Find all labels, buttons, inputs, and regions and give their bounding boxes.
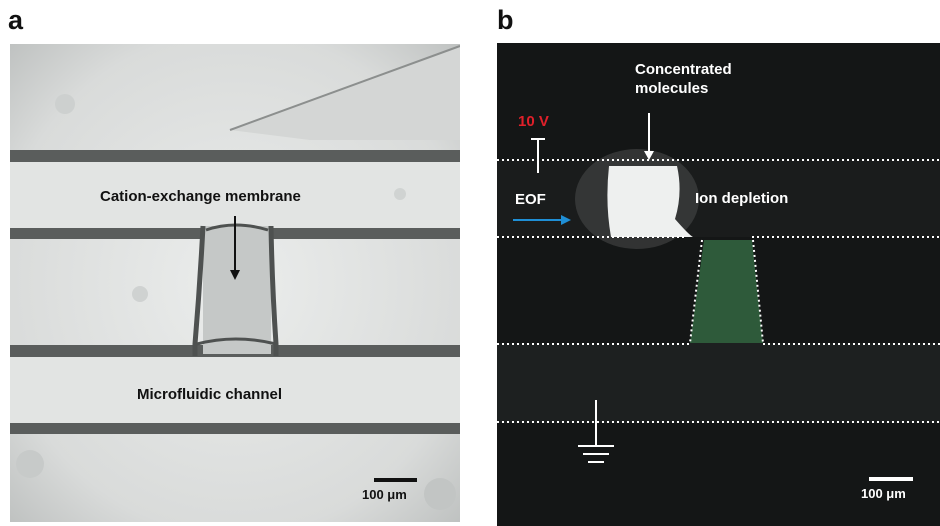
panel-b-letter: b	[497, 5, 514, 35]
concentrated-label-line1: Concentrated	[635, 61, 732, 78]
voltage-label: 10 V	[518, 113, 549, 130]
channel-label: Microfluidic channel	[137, 386, 283, 403]
fluorescence-micrograph: Concentrated molecules 10 V EOF Ion depl…	[497, 43, 940, 526]
scale-bar	[374, 478, 417, 482]
ground-symbol	[578, 400, 614, 463]
concentrated-arrow	[644, 113, 654, 160]
scale-bar-label: 100 μm	[861, 486, 906, 501]
brightfield-micrograph: Cation-exchange membrane Microfluidic ch…	[10, 44, 460, 522]
electrode-symbol	[531, 138, 545, 173]
membrane-arrow	[230, 216, 240, 280]
scale-bar	[869, 477, 913, 481]
membrane-label: Cation-exchange membrane	[100, 188, 301, 205]
concentrated-label-line2: molecules	[635, 80, 709, 97]
eof-arrow	[513, 215, 571, 225]
eof-label: EOF	[515, 191, 546, 208]
panel-a-letter: a	[8, 5, 24, 35]
scale-bar-label: 100 μm	[362, 487, 407, 502]
ion-depletion-label: Ion depletion	[695, 190, 789, 207]
fluorescence-image-art	[497, 43, 940, 526]
